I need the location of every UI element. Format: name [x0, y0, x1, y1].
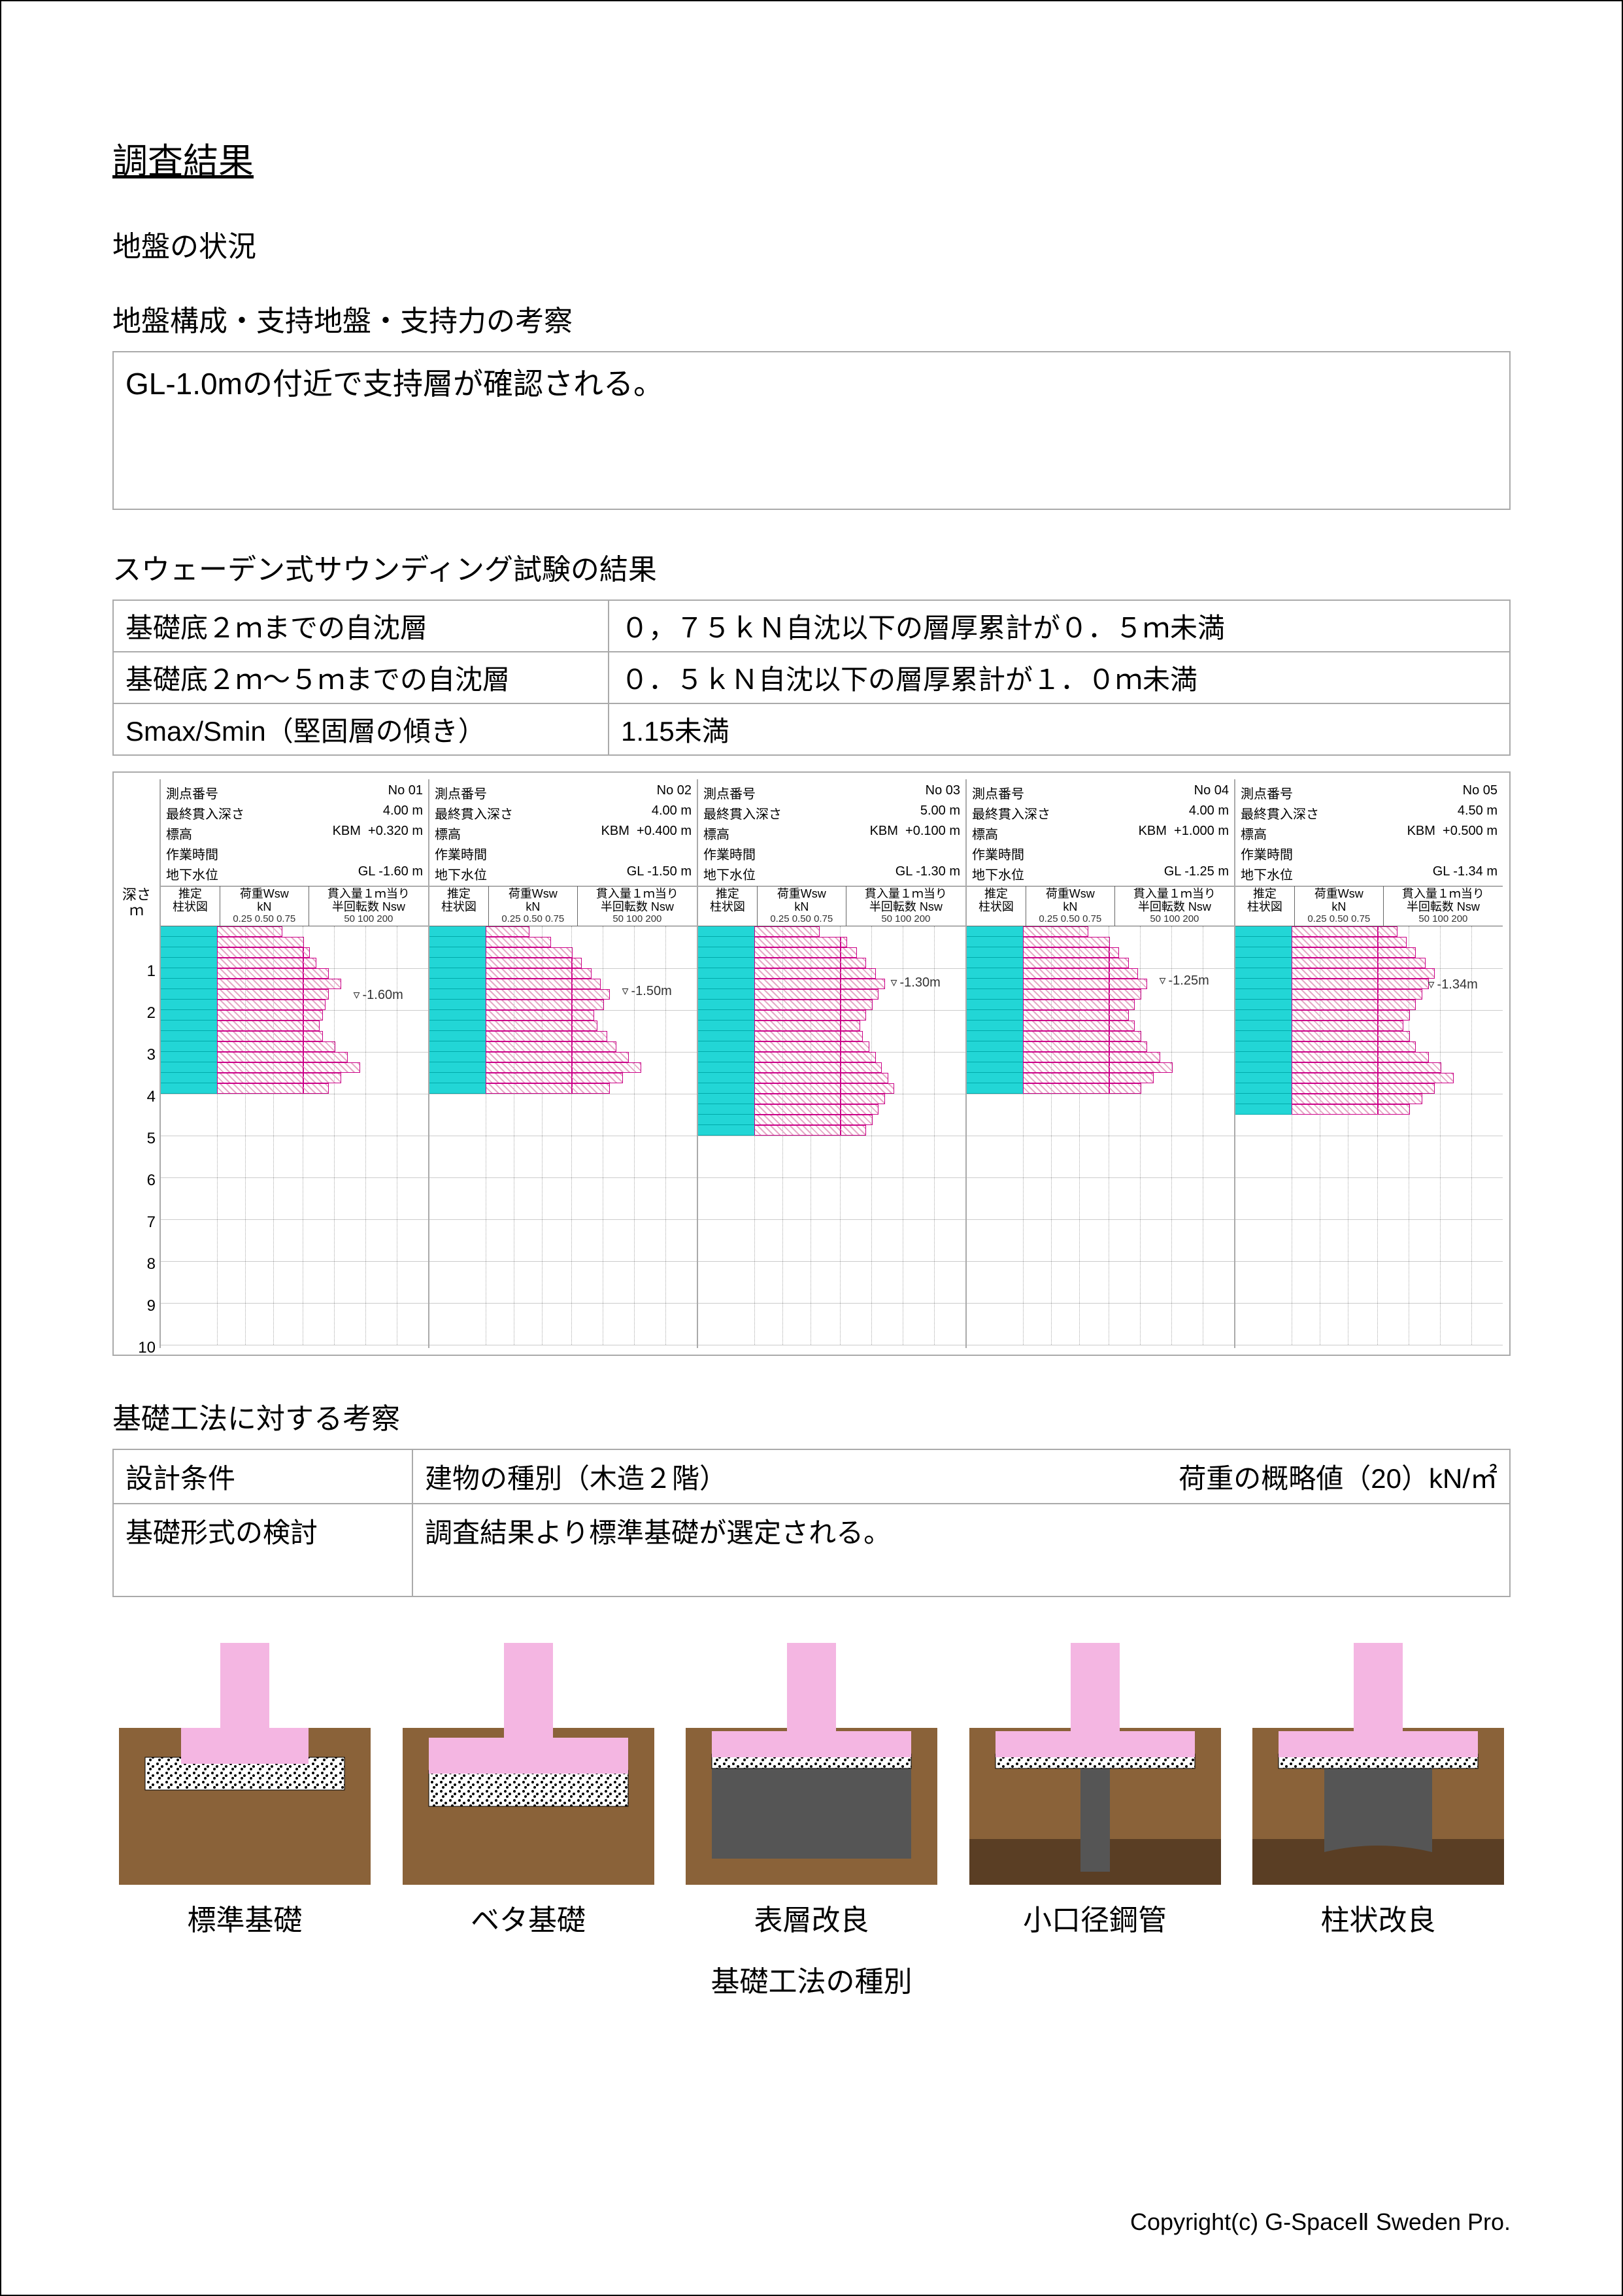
water-level-marker: -1.34m	[1428, 976, 1477, 992]
water-level-marker: -1.60m	[353, 987, 403, 1003]
foundation-item: 小口径鋼管	[969, 1643, 1221, 1938]
foundation-item: ベタ基礎	[403, 1643, 654, 1938]
depth-axis-title-b: ｍ	[114, 903, 159, 919]
foundation-label: 表層改良	[686, 1897, 937, 1938]
design-label: 基礎工法に対する考察	[112, 1395, 1511, 1437]
design-row2-text: 調査結果より標準基礎が選定される。	[412, 1504, 1510, 1596]
copyright: Copyright(c) G-SpaceⅡ Sweden Pro.	[1130, 2208, 1511, 2236]
foundation-label: 柱状改良	[1252, 1897, 1504, 1938]
foundation-diagram	[403, 1643, 654, 1885]
depth-tick: 6	[147, 1172, 156, 1190]
design-row2-label: 基礎形式の検討	[113, 1504, 412, 1596]
foundation-row: 標準基礎 ベタ基礎 表層改良 小口径鋼管	[119, 1643, 1504, 1938]
foundation-item: 標準基礎	[119, 1643, 371, 1938]
sounding-row-label: 基礎底２ｍまでの自沈層	[113, 600, 609, 652]
depth-tick: 9	[147, 1297, 156, 1315]
depth-tick: 8	[147, 1255, 156, 1274]
foundation-diagram	[686, 1643, 937, 1885]
observation-box: GL-1.0mの付近で支持層が確認される。	[112, 351, 1511, 510]
depth-tick: 1	[147, 962, 156, 981]
foundation-item: 柱状改良	[1252, 1643, 1504, 1938]
design-building-type: 建物の種別（木造２階）	[425, 1457, 727, 1496]
depth-axis: 深さ ｍ 12345678910	[114, 779, 159, 1348]
depth-tick: 3	[147, 1046, 156, 1064]
foundation-label: ベタ基礎	[403, 1897, 654, 1938]
page-title: 調査結果	[112, 132, 1511, 184]
sounding-chart: 測点番号No 04最終貫入深さ4.00 m標高KBM +1.000 m作業時間地…	[965, 779, 1234, 1348]
design-row1-label: 設計条件	[113, 1449, 412, 1504]
sounding-chart: 測点番号No 01最終貫入深さ4.00 m標高KBM +0.320 m作業時間地…	[159, 779, 428, 1348]
foundation-diagram	[969, 1643, 1221, 1885]
depth-tick: 10	[138, 1339, 156, 1357]
design-row1-content: 建物の種別（木造２階） 荷重の概略値（20）kN/㎡	[412, 1449, 1510, 1504]
ground-situation-label: 地盤の状況	[112, 223, 1511, 265]
water-level-marker: -1.25m	[1159, 972, 1209, 988]
page-root: 調査結果 地盤の状況 地盤構成・支持地盤・支持力の考察 GL-1.0mの付近で支…	[0, 0, 1623, 2296]
chart-panel: 深さ ｍ 1 2 3 4 5 6 7 8 9 10 測点番号No 01最終貫入深さ4.00 m標高…	[112, 771, 1511, 1356]
foundation-item: 表層改良	[686, 1643, 937, 1938]
water-level-marker: -1.50m	[622, 983, 671, 999]
foundation-diagram	[119, 1643, 371, 1885]
foundation-group-title: 基礎工法の種別	[112, 1958, 1511, 2000]
foundation-diagram	[1252, 1643, 1504, 1885]
composition-label: 地盤構成・支持地盤・支持力の考察	[112, 297, 1511, 339]
design-table: 設計条件 建物の種別（木造２階） 荷重の概略値（20）kN/㎡ 基礎形式の検討 …	[112, 1449, 1511, 1597]
depth-tick: 2	[147, 1004, 156, 1022]
sounding-row-value: ０，７５ｋＮ自沈以下の層厚累計が０．５ｍ未満	[609, 600, 1510, 652]
sounding-label: スウェーデン式サウンディング試験の結果	[112, 546, 1511, 588]
depth-axis-title-a: 深さ	[114, 887, 159, 903]
foundation-label: 小口径鋼管	[969, 1897, 1221, 1938]
sounding-row-value: ０．５ｋＮ自沈以下の層厚累計が１．０ｍ未満	[609, 652, 1510, 703]
foundation-label: 標準基礎	[119, 1897, 371, 1938]
design-load: 荷重の概略値（20）kN/㎡	[1179, 1457, 1498, 1496]
sounding-row-value: 1.15未満	[609, 703, 1510, 755]
water-level-marker: -1.30m	[890, 974, 940, 990]
sounding-chart: 測点番号No 02最終貫入深さ4.00 m標高KBM +0.400 m作業時間地…	[428, 779, 697, 1348]
sounding-table: 基礎底２ｍまでの自沈層０，７５ｋＮ自沈以下の層厚累計が０．５ｍ未満基礎底２ｍ～５…	[112, 599, 1511, 756]
sounding-chart: 測点番号No 05最終貫入深さ4.50 m標高KBM +0.500 m作業時間地…	[1234, 779, 1503, 1348]
sounding-row-label: 基礎底２ｍ～５ｍまでの自沈層	[113, 652, 609, 703]
sounding-row-label: Smax/Smin（堅固層の傾き）	[113, 703, 609, 755]
depth-tick: 4	[147, 1088, 156, 1106]
depth-tick: 7	[147, 1213, 156, 1232]
depth-tick: 5	[147, 1130, 156, 1148]
sounding-chart: 測点番号No 03最終貫入深さ5.00 m標高KBM +0.100 m作業時間地…	[697, 779, 965, 1348]
